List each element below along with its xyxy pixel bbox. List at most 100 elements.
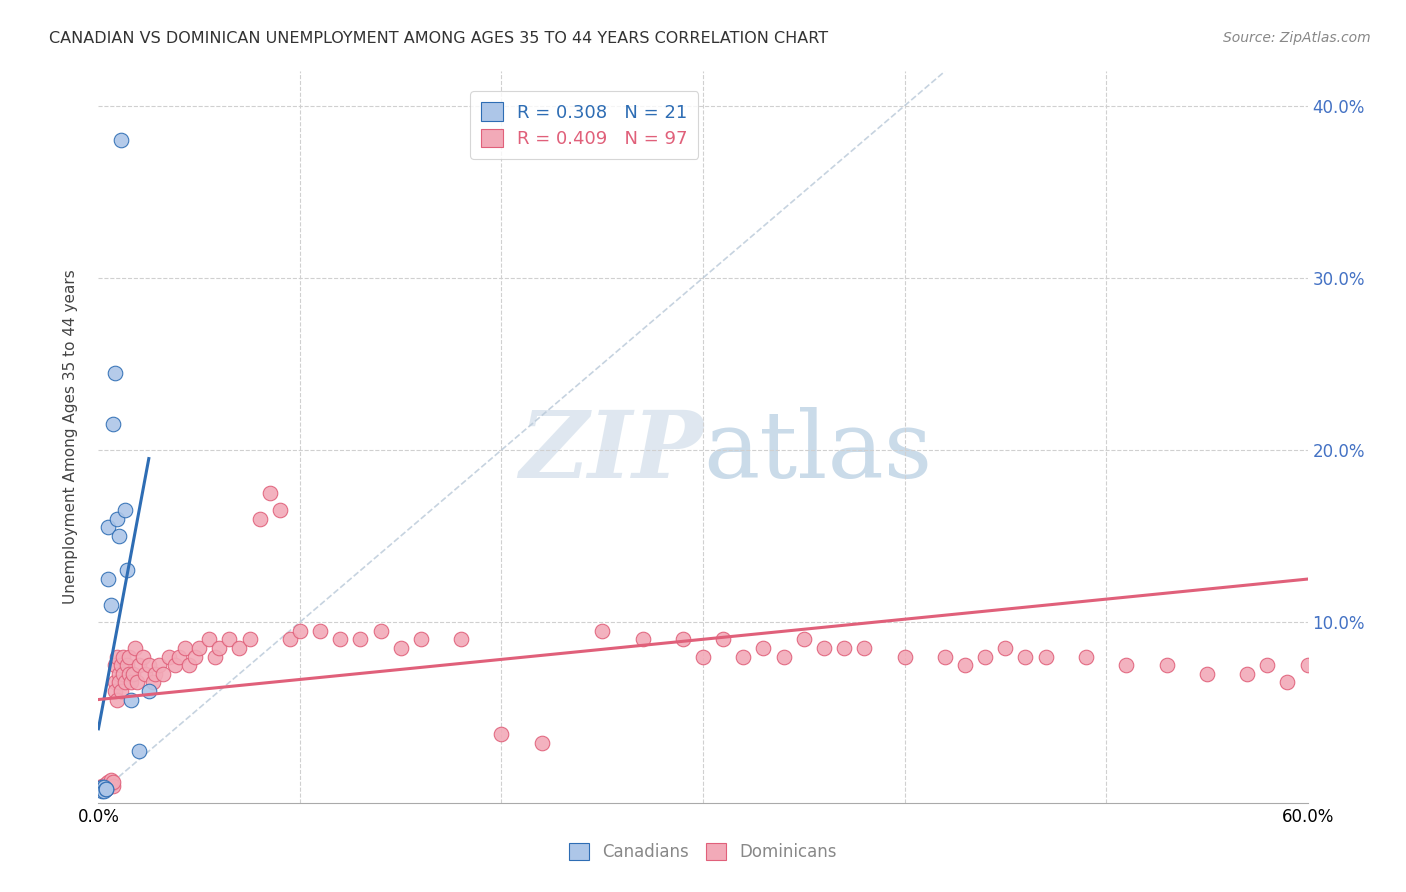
Point <box>97 779 120 793</box>
Point <box>1156 658 1178 673</box>
Point <box>409 632 432 647</box>
Point <box>114 503 136 517</box>
Point <box>93 783 115 797</box>
Point <box>1074 649 1097 664</box>
Point <box>96 782 118 797</box>
Point <box>228 640 250 655</box>
Point <box>97 520 120 534</box>
Point <box>93 782 115 797</box>
Point <box>89 782 111 797</box>
Point <box>163 658 186 673</box>
Point <box>813 640 835 655</box>
Point <box>370 624 392 638</box>
Point <box>115 658 138 673</box>
Point <box>124 640 146 655</box>
Point <box>1236 666 1258 681</box>
Point <box>111 666 134 681</box>
Point <box>96 777 118 791</box>
Text: atlas: atlas <box>703 407 932 497</box>
Point <box>107 529 129 543</box>
Point <box>96 780 118 795</box>
Point <box>111 649 134 664</box>
Point <box>309 624 332 638</box>
Point <box>103 658 125 673</box>
Point <box>148 658 170 673</box>
Point <box>1035 649 1057 664</box>
Point <box>120 675 142 690</box>
Point <box>491 727 513 741</box>
Point <box>208 640 231 655</box>
Point <box>167 649 190 664</box>
Point <box>134 666 156 681</box>
Point <box>953 658 976 673</box>
Point <box>934 649 956 664</box>
Point <box>121 666 143 681</box>
Point <box>772 649 794 664</box>
Point <box>138 658 160 673</box>
Point <box>118 649 141 664</box>
Point <box>105 512 128 526</box>
Point <box>96 782 118 797</box>
Point <box>974 649 997 664</box>
Point <box>157 649 180 664</box>
Point <box>91 779 114 793</box>
Point <box>107 666 129 681</box>
Point <box>97 775 120 789</box>
Point <box>101 779 124 793</box>
Point <box>893 649 915 664</box>
Point <box>752 640 775 655</box>
Y-axis label: Unemployment Among Ages 35 to 44 years: Unemployment Among Ages 35 to 44 years <box>63 269 77 605</box>
Point <box>450 632 472 647</box>
Point <box>93 780 115 795</box>
Point <box>110 684 132 698</box>
Point <box>711 632 734 647</box>
Text: CANADIAN VS DOMINICAN UNEMPLOYMENT AMONG AGES 35 TO 44 YEARS CORRELATION CHART: CANADIAN VS DOMINICAN UNEMPLOYMENT AMONG… <box>49 31 828 46</box>
Point <box>152 666 174 681</box>
Point <box>239 632 262 647</box>
Text: ZIP: ZIP <box>519 407 703 497</box>
Point <box>631 632 654 647</box>
Point <box>853 640 876 655</box>
Point <box>93 782 115 797</box>
Point <box>389 640 412 655</box>
Point <box>91 780 114 795</box>
Point <box>96 782 118 797</box>
Point <box>733 649 755 664</box>
Point <box>793 632 815 647</box>
Point <box>994 640 1017 655</box>
Point <box>329 632 352 647</box>
Point <box>107 675 129 690</box>
Point <box>118 666 141 681</box>
Point <box>249 512 271 526</box>
Point <box>184 649 207 664</box>
Point <box>91 783 114 797</box>
Point <box>105 649 128 664</box>
Point <box>1195 666 1218 681</box>
Point <box>204 649 226 664</box>
Point <box>1256 658 1278 673</box>
Point <box>93 779 115 793</box>
Point <box>101 775 124 789</box>
Point <box>1115 658 1137 673</box>
Point <box>672 632 695 647</box>
Point <box>97 572 120 586</box>
Point <box>120 692 142 706</box>
Point <box>103 675 125 690</box>
Point <box>100 598 122 612</box>
Point <box>349 632 371 647</box>
Point <box>110 133 132 147</box>
Point <box>278 632 301 647</box>
Point <box>132 649 155 664</box>
Point <box>110 658 132 673</box>
Point <box>591 624 613 638</box>
Point <box>1277 675 1299 690</box>
Point <box>125 675 148 690</box>
Point <box>100 773 122 788</box>
Point <box>1296 658 1319 673</box>
Point <box>93 780 115 795</box>
Point <box>259 486 281 500</box>
Point <box>138 684 160 698</box>
Point <box>188 640 211 655</box>
Point <box>218 632 240 647</box>
Point <box>143 666 166 681</box>
